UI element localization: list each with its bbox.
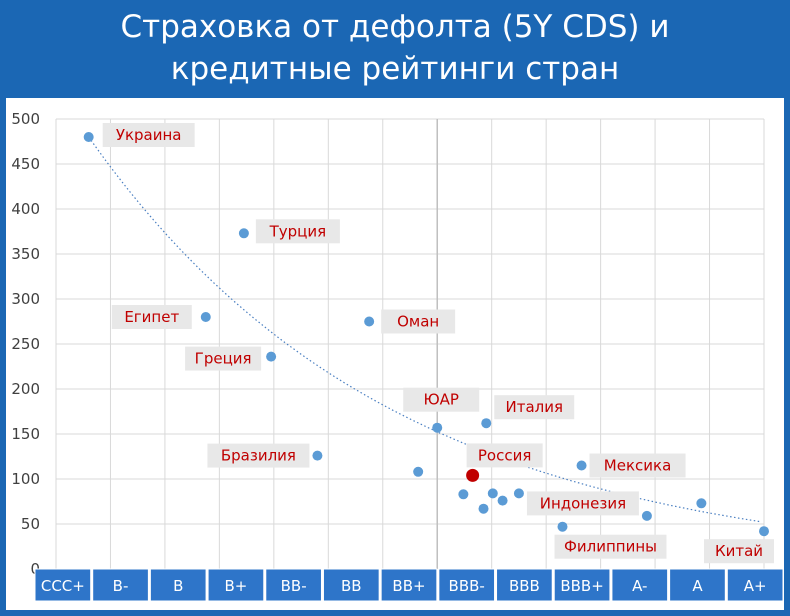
x-tick-label: B <box>173 577 183 595</box>
data-point <box>641 510 652 521</box>
point-label: Италия <box>505 398 563 416</box>
category-box <box>380 568 438 602</box>
data-point <box>513 488 524 499</box>
label-box <box>381 309 456 334</box>
label-box <box>704 539 774 564</box>
label-box <box>466 443 543 468</box>
data-point <box>83 132 94 142</box>
x-tick-label: BBB <box>509 577 540 595</box>
data-point <box>576 460 587 471</box>
y-tick-label: 500 <box>11 110 40 128</box>
x-tick-label: BBB- <box>449 577 485 595</box>
data-point <box>312 450 323 461</box>
y-tick-label: 350 <box>11 245 40 263</box>
y-tick-label: 450 <box>11 155 40 173</box>
y-tick-label: 50 <box>21 515 40 533</box>
data-point <box>557 521 568 532</box>
label-box <box>526 491 639 516</box>
category-box <box>496 568 553 602</box>
category-box <box>92 568 149 602</box>
point-label: Филиппины <box>564 538 657 556</box>
label-box <box>403 387 480 412</box>
category-box <box>611 568 669 602</box>
category-box <box>34 568 92 602</box>
x-tick-label: BB- <box>281 577 307 595</box>
point-label: Мексика <box>604 457 671 475</box>
label-box <box>554 534 667 559</box>
y-tick-label: 100 <box>11 470 40 488</box>
y-tick-label: 200 <box>11 380 40 398</box>
category-box <box>438 568 496 602</box>
data-point <box>413 466 424 477</box>
point-label: Турция <box>269 222 327 240</box>
point-label: Китай <box>715 542 763 560</box>
x-tick-label: A- <box>632 577 647 595</box>
data-point <box>466 468 480 482</box>
plot-background <box>6 98 784 610</box>
trendline <box>88 136 761 523</box>
x-tick-label: A+ <box>744 577 767 595</box>
chart-title-line2: кредитные рейтинги стран <box>170 51 620 87</box>
data-point <box>487 488 498 499</box>
data-point <box>478 503 489 514</box>
point-label: Бразилия <box>221 447 296 465</box>
point-label: Египет <box>124 308 179 326</box>
data-point <box>481 418 492 429</box>
chart-title: Страховка от дефолта (5Y CDS) и кредитны… <box>0 0 790 96</box>
point-label: Греция <box>195 350 252 368</box>
x-tick-label: CCC+ <box>41 577 85 595</box>
category-box <box>265 568 322 602</box>
point-label: Россия <box>478 446 532 464</box>
x-tick-label: A <box>692 577 703 595</box>
data-point <box>497 495 508 506</box>
x-tick-label: BB+ <box>392 577 425 595</box>
data-point <box>200 312 211 322</box>
x-tick-label: B+ <box>224 577 247 595</box>
point-label: Украина <box>116 126 182 144</box>
category-box <box>553 568 611 602</box>
category-box <box>207 568 265 602</box>
category-box <box>322 568 380 602</box>
point-label: ЮАР <box>423 391 459 409</box>
x-tick-label: BBB+ <box>560 577 603 595</box>
category-box <box>149 568 207 602</box>
category-box <box>726 568 784 602</box>
y-tick-label: 300 <box>11 290 40 308</box>
label-box <box>207 443 310 468</box>
data-point <box>432 422 443 433</box>
data-point <box>696 498 707 509</box>
data-point <box>364 316 375 327</box>
data-point <box>266 351 277 362</box>
y-tick-label: 400 <box>11 200 40 218</box>
category-box <box>669 568 726 602</box>
point-label: Индонезия <box>540 494 626 512</box>
label-box <box>589 453 686 478</box>
label-box <box>185 346 262 371</box>
y-tick-label: 250 <box>11 335 40 353</box>
data-point <box>458 489 469 500</box>
data-point <box>759 526 769 537</box>
data-point <box>238 228 249 239</box>
label-box <box>494 395 575 420</box>
x-tick-label: B- <box>113 577 129 595</box>
label-box <box>111 305 192 329</box>
y-tick-label: 150 <box>11 425 40 443</box>
chart-title-line1: Страховка от дефолта (5Y CDS) и <box>120 9 670 45</box>
point-label: Оман <box>397 313 439 331</box>
x-tick-label: BB <box>341 577 362 595</box>
label-box <box>255 219 340 244</box>
label-box <box>102 123 195 147</box>
